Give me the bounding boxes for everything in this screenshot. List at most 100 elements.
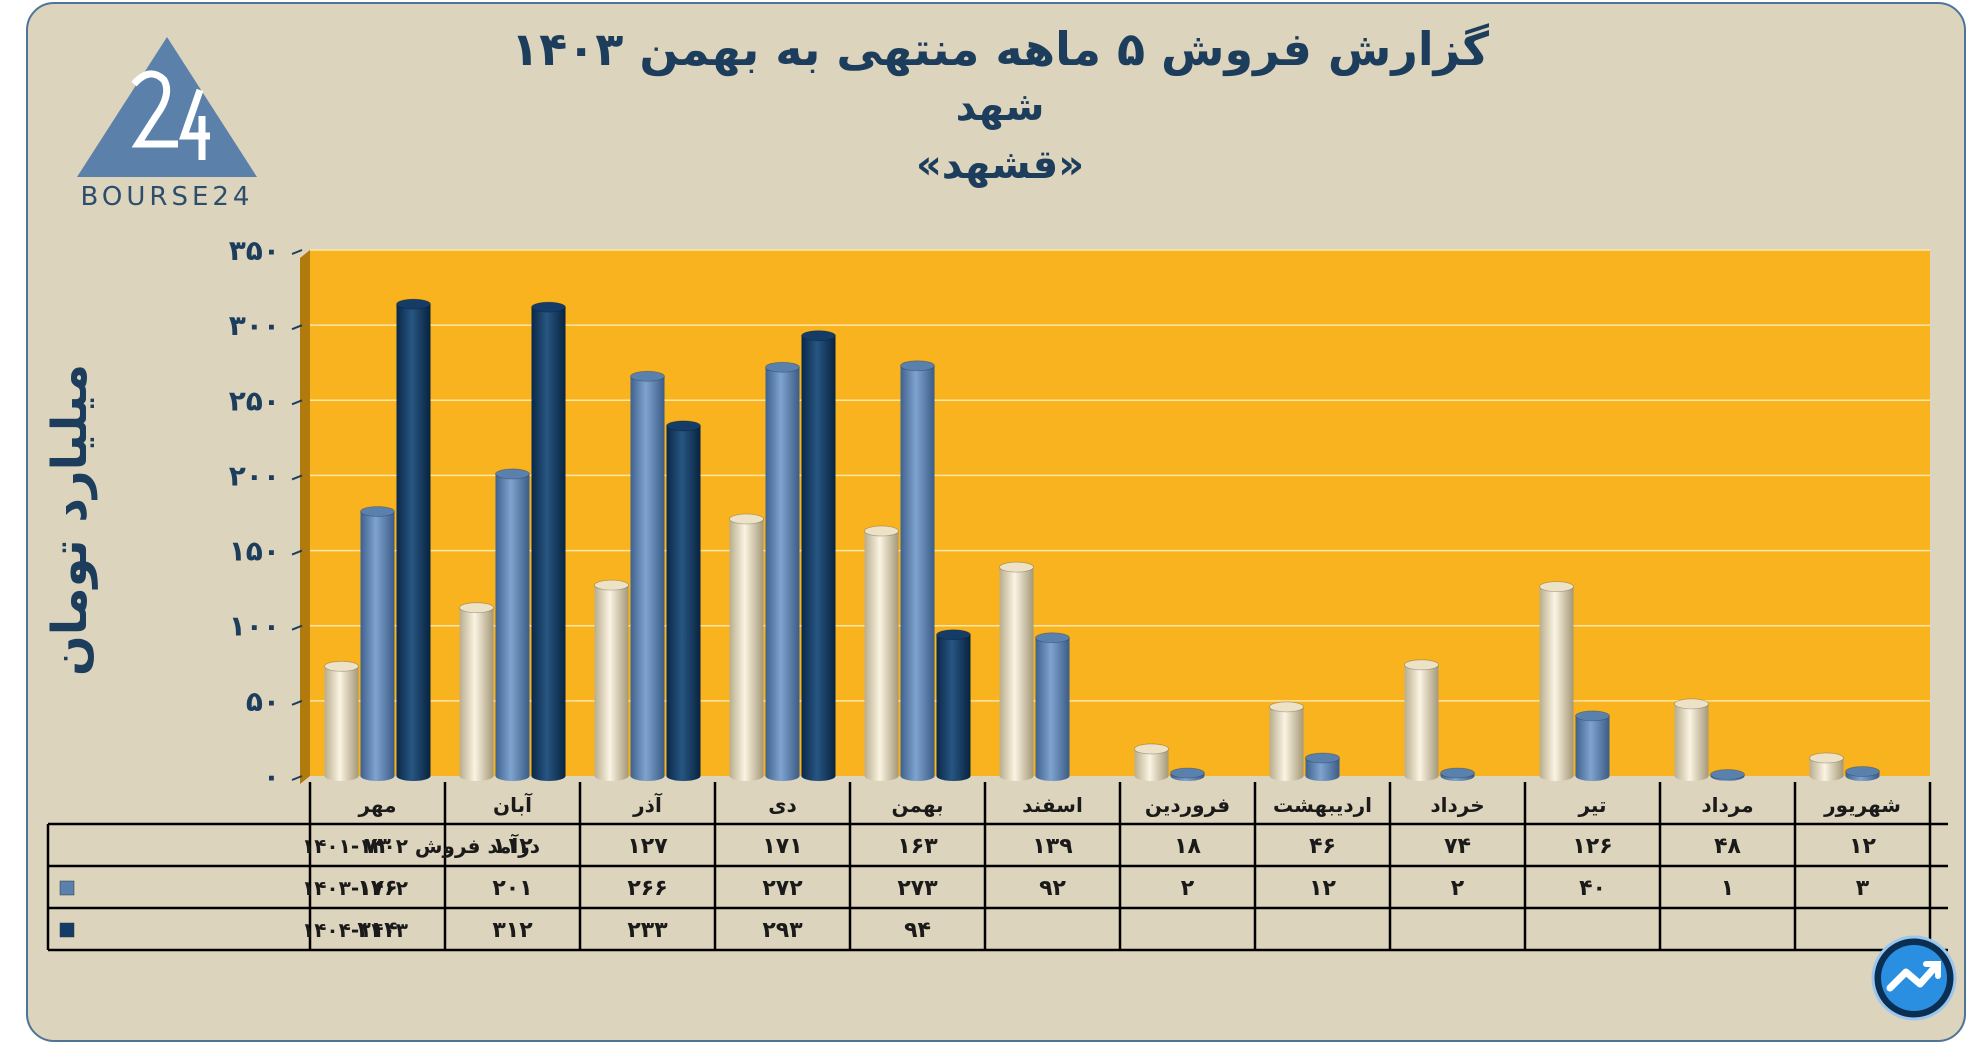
- y-tick-mark: [291, 699, 303, 706]
- chart-title: گزارش فروش ۵ ماهه منتهی به بهمن ۱۴۰۳: [511, 22, 1489, 76]
- table-cell-series2-9: ۴۰: [1579, 876, 1606, 901]
- y-tick-label: ۰: [263, 760, 280, 793]
- table-cell-series2-7: ۱۲: [1309, 876, 1336, 901]
- table-cell-series2-0: ۱۷۶: [357, 876, 397, 901]
- x-tick-label: آبان: [493, 792, 533, 817]
- bar-series2-7: [1305, 752, 1340, 781]
- table-cell-series2-3: ۲۷۲: [762, 876, 803, 901]
- y-tick-mark: [291, 324, 303, 331]
- y-tick-label: ۳۵۰: [229, 234, 280, 267]
- plot-side-wall: [300, 250, 310, 784]
- y-tick-label: ۵۰: [246, 685, 280, 718]
- y-tick-label: ۱۵۰: [229, 535, 280, 568]
- table-cell-series2-10: ۱: [1721, 876, 1734, 901]
- x-tick-label: دی: [768, 793, 797, 817]
- legend-swatch-series3: [59, 922, 75, 938]
- table-cell-series3-2: ۲۳۳: [627, 918, 668, 943]
- table-cell-series2-11: ۳: [1856, 876, 1870, 901]
- bar-series2-3: [765, 361, 800, 781]
- table-cell-series1-9: ۱۲۶: [1572, 834, 1612, 859]
- bar-series3-4: [936, 629, 971, 781]
- bar-series1-9: [1539, 581, 1574, 781]
- y-tick-mark: [291, 474, 303, 481]
- bar-series1-8: [1404, 659, 1439, 781]
- x-tick-label: اسفند: [1022, 793, 1083, 817]
- bar-series2-2: [630, 370, 665, 781]
- y-tick-label: ۲۵۰: [229, 384, 280, 417]
- table-cell-series1-4: ۱۶۳: [897, 834, 938, 859]
- table-cell-series2-8: ۲: [1451, 876, 1465, 901]
- table-cell-series3-0: ۳۱۴: [357, 918, 397, 943]
- ticker-symbol: «قشهد»: [915, 142, 1085, 188]
- table-cell-series1-10: ۴۸: [1714, 834, 1741, 859]
- table-cell-series1-1: ۱۱۲: [492, 834, 533, 859]
- bar-series1-7: [1269, 701, 1304, 781]
- table-cell-series3-4: ۹۴: [904, 918, 931, 943]
- y-tick-mark: [291, 549, 303, 556]
- bar-series1-10: [1674, 698, 1709, 781]
- plot-area: [310, 250, 1930, 776]
- table-cell-series2-6: ۲: [1181, 876, 1195, 901]
- bourse24-triangle-logo: [77, 37, 257, 177]
- x-tick-label: اردیبهشت: [1273, 793, 1372, 817]
- legend-swatch-series2: [59, 880, 75, 896]
- bar-series1-5: [999, 561, 1034, 781]
- x-tick-label: آذر: [632, 792, 663, 817]
- table-cell-series3-1: ۳۱۲: [492, 918, 533, 943]
- bar-series2-8: [1440, 767, 1475, 781]
- bar-series2-11: [1845, 766, 1880, 781]
- y-tick-mark: [291, 624, 303, 631]
- table-cell-series1-8: ۷۴: [1444, 834, 1471, 859]
- bar-series2-6: [1170, 767, 1205, 781]
- x-tick-label: فروردین: [1145, 793, 1230, 817]
- x-tick-label: مهر: [357, 793, 396, 817]
- y-tick-label: ۳۰۰: [229, 309, 280, 342]
- table-cell-series2-1: ۲۰۱: [492, 876, 532, 901]
- bar-series2-10: [1710, 769, 1745, 781]
- legend-label-series3: ۱۴۰۴-۱۴۰۳: [302, 918, 408, 942]
- legend-label-series1: درآمد فروش ۱۴۰۲-۱۴۰۱: [302, 833, 540, 858]
- y-tick-label: ۱۰۰: [229, 610, 280, 643]
- table-cell-series1-11: ۱۲: [1849, 834, 1876, 859]
- x-tick-label: بهمن: [891, 793, 943, 817]
- bar-series3-1: [531, 301, 566, 781]
- table-cell-series2-5: ۹۲: [1039, 876, 1066, 901]
- bar-series1-2: [594, 579, 629, 781]
- bar-series2-9: [1575, 710, 1610, 781]
- table-cell-series1-5: ۱۳۹: [1032, 834, 1072, 859]
- company-name: شهد: [955, 84, 1045, 130]
- table-cell-series1-2: ۱۲۷: [627, 834, 668, 859]
- table-cell-series2-2: ۲۶۶: [627, 876, 667, 901]
- x-tick-label: تیر: [1577, 793, 1606, 817]
- bar-series2-0: [360, 506, 395, 781]
- bar-series1-1: [459, 602, 494, 781]
- bar-series2-5: [1035, 632, 1070, 781]
- y-tick-mark: [291, 399, 303, 406]
- bar-series1-0: [324, 660, 359, 781]
- y-tick-mark: [291, 249, 303, 255]
- bar-series2-1: [495, 468, 530, 781]
- bar-series3-2: [666, 420, 701, 781]
- table-cell-series1-3: ۱۷۱: [762, 834, 802, 859]
- table-cell-series3-3: ۲۹۳: [762, 918, 803, 943]
- trend-arrow-icon: [1871, 935, 1957, 1021]
- bar-series2-4: [900, 360, 935, 781]
- table-cell-series1-6: ۱۸: [1174, 834, 1201, 859]
- bar-series1-4: [864, 525, 899, 781]
- y-tick-mark: [291, 775, 303, 781]
- table-cell-series1-0: ۷۳: [364, 834, 391, 859]
- y-tick-label: ۲۰۰: [229, 459, 280, 492]
- table-cell-series2-4: ۲۷۳: [897, 876, 938, 901]
- x-tick-label: خرداد: [1430, 793, 1484, 817]
- x-tick-label: شهریور: [1823, 793, 1901, 817]
- bar-series1-3: [729, 513, 764, 781]
- bar-series3-3: [801, 330, 836, 781]
- bar-series1-11: [1809, 752, 1844, 781]
- legend-label-series2: ۱۴۰۳-۱۴۰۲: [302, 876, 408, 900]
- table-cell-series1-7: ۴۶: [1309, 834, 1336, 859]
- x-tick-label: مرداد: [1701, 793, 1753, 817]
- bar-series3-0: [396, 298, 431, 781]
- bar-series1-6: [1134, 743, 1169, 781]
- logo-text: BOURSE24: [80, 182, 254, 212]
